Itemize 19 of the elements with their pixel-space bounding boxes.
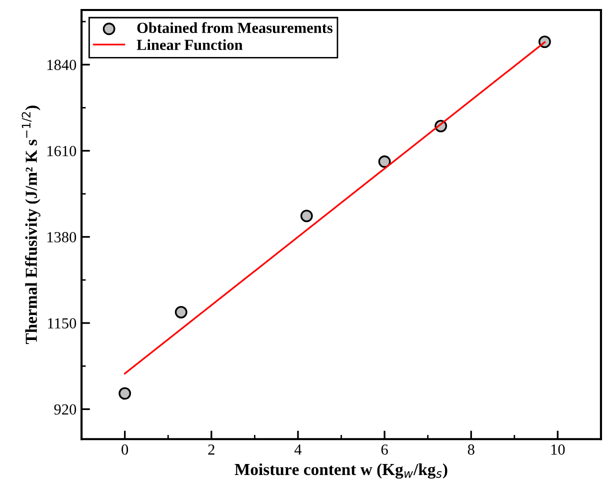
x-tick-label: 8: [468, 444, 474, 455]
x-tick-label: 2: [208, 444, 214, 455]
x-axis-title: Moisture content w (Kg$_{w}$/kg$_{s}$): [234, 463, 448, 479]
x-tick-label: 4: [294, 444, 302, 455]
y-tick-label: 920: [54, 404, 76, 415]
x-tick-label: 6: [381, 444, 388, 455]
y-tick-label: 1840: [47, 60, 76, 70]
point: [300, 210, 313, 222]
legend-label: Obtained from Measurements: [137, 22, 333, 34]
y-tick-label: 1380: [47, 232, 76, 242]
y-tick-label: 1150: [48, 318, 76, 328]
y-axis-title: Thermal Effusivity (J/m² K s$^{−1/2}$): [22, 106, 40, 344]
x-tick-label: 0: [122, 444, 128, 455]
y-tick-label: 1610: [47, 146, 76, 156]
point: [174, 306, 188, 318]
point: [378, 155, 391, 168]
x-tick-label: 10: [551, 444, 565, 455]
legend-label: Linear Function: [136, 39, 243, 50]
point: [118, 387, 132, 400]
